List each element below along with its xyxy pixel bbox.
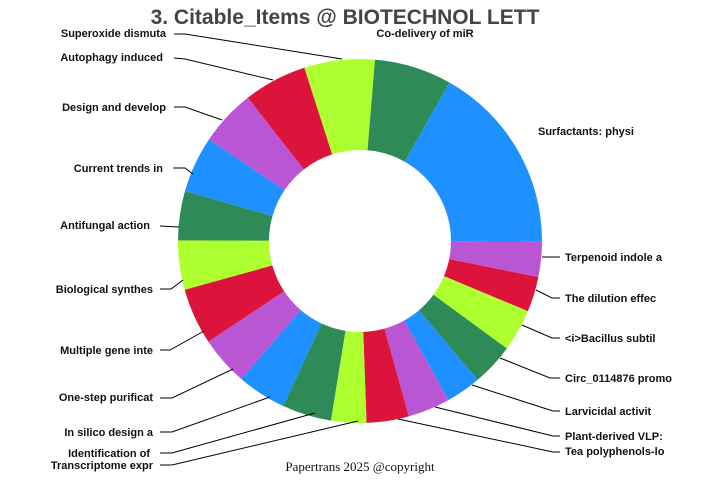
- slice-label: Plant-derived VLP:: [565, 431, 663, 443]
- donut-slice: [363, 328, 409, 423]
- donut-slice: [384, 320, 449, 417]
- slice-label: <i>Bacillus subtil: [565, 333, 655, 345]
- leader-line: [535, 289, 560, 299]
- leader-line: [160, 279, 184, 290]
- slice-label: Multiple gene inte: [60, 345, 153, 357]
- slice-label: The dilution effec: [565, 293, 656, 305]
- slice-label: Larvicidal activit: [565, 406, 652, 418]
- slice-label: Autophagy induced: [60, 52, 163, 64]
- donut-slice: [418, 294, 507, 380]
- leader-line: [174, 33, 343, 60]
- slice-label: Antifungal action: [60, 220, 150, 232]
- slice-label: Current trends in: [74, 163, 164, 175]
- slice-label: Biological synthes: [56, 284, 153, 296]
- donut-slice: [404, 82, 543, 242]
- donut-slice: [330, 330, 367, 423]
- slice-label: Circ_0114876 promo: [565, 373, 672, 385]
- leader-line: [173, 57, 274, 81]
- donut-slice: [209, 97, 304, 191]
- donut-slice: [208, 291, 301, 379]
- donut-slice: [367, 59, 450, 162]
- donut-slice: [241, 309, 322, 407]
- donut-slice: [178, 190, 273, 241]
- slice-label: Co-delivery of miR: [376, 28, 473, 40]
- leader-line: [160, 330, 205, 351]
- leader-line: [160, 412, 316, 454]
- donut-slices: [178, 58, 543, 423]
- slice-label: Transcriptome expr: [51, 460, 154, 472]
- slice-label: Surfactants: physi: [538, 126, 634, 138]
- copyright-footer: Papertrans 2025 @copyright: [285, 459, 435, 474]
- donut-slice: [404, 310, 478, 401]
- leader-line: [434, 406, 560, 437]
- slice-labels: Co-delivery of miR Surfactants: physi Terp…: [51, 28, 672, 472]
- slice-label: Design and develop: [62, 102, 166, 114]
- slice-label: Terpenoid indole a: [565, 252, 663, 264]
- leader-line: [173, 167, 194, 175]
- leader-line: [397, 418, 560, 453]
- leader-lines: [159, 33, 560, 466]
- donut-slice: [443, 259, 539, 312]
- donut-slice: [283, 323, 346, 421]
- leader-line: [174, 106, 223, 121]
- leader-line: [471, 384, 560, 412]
- slice-label: Superoxide dismuta: [61, 28, 167, 40]
- leader-line: [499, 357, 560, 379]
- slice-label: Identification of: [68, 448, 150, 460]
- leader-line: [160, 396, 271, 433]
- donut-slice: [184, 265, 285, 342]
- leader-line: [521, 324, 560, 339]
- slice-label: One-step purificat: [59, 392, 153, 404]
- leader-line: [160, 368, 234, 399]
- donut-slice: [433, 276, 528, 349]
- slice-label: Tea polyphenols-lo: [565, 446, 665, 458]
- donut-slice: [247, 67, 333, 170]
- donut-slice: [185, 139, 285, 216]
- slice-label: In silico design a: [64, 427, 154, 439]
- leader-line: [160, 420, 359, 466]
- donut-slice: [178, 240, 273, 290]
- chart-title: 3. Citable_Items @ BIOTECHNOL LETT: [151, 6, 540, 29]
- donut-slice: [304, 58, 375, 155]
- donut-slice: [449, 241, 542, 278]
- leader-line: [159, 225, 180, 228]
